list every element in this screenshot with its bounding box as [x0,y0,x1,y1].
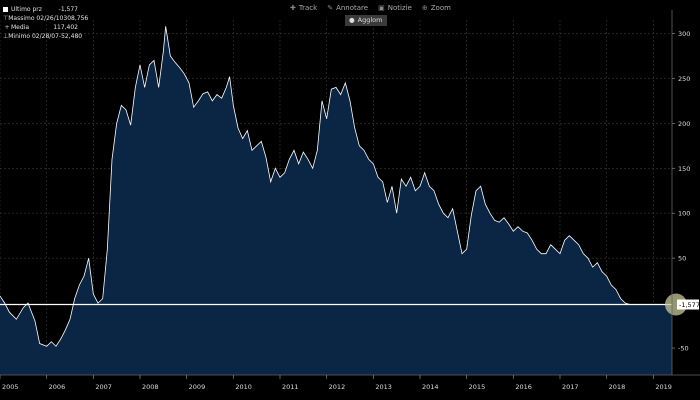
legend-value-minimum: -52,480 [58,33,83,40]
x-tick-label: 2006 [49,383,66,391]
chart-toolbar: ✚ Track ✎ Annotare ▣ Notizie ⊕ Zoom [290,2,451,14]
x-tick-label: 2009 [189,383,206,391]
news-icon: ▣ [378,4,385,12]
x-tick-label: 2005 [2,383,19,391]
crosshair-icon: ✚ [290,4,296,12]
y-tick-label: 50 [678,255,686,263]
series-line [0,26,672,347]
y-tick-label: 200 [678,120,690,128]
legend-value-last-price: -1,577 [58,6,78,13]
legend-value-maximum: 308,756 [63,15,89,22]
x-tick-label: 2017 [562,383,579,391]
annotation-label: Agglom [357,16,383,24]
maximum-icon: ⊤ [3,15,9,22]
annotation-button[interactable]: ● Agglom [345,15,387,26]
x-tick-label: 2007 [95,383,112,391]
annotate-button[interactable]: ✎ Annotare [327,2,368,14]
x-tick-label: 2016 [515,383,532,391]
legend-panel: Ultimo prz -1,577 ⊤ Massimo 02/26/10 308… [3,5,88,41]
last-price-label: -1,577 [679,301,700,309]
legend-item-last-price[interactable]: Ultimo prz -1,577 [3,5,78,14]
pencil-icon: ✎ [327,4,334,12]
legend-item-maximum: ⊤ Massimo 02/26/10 308,756 [3,14,88,23]
y-tick-label: 300 [678,30,690,38]
average-icon: + [4,24,10,31]
last-price-swatch [3,7,8,12]
series-area [0,26,672,376]
legend-item-average: + Media 117,402 [3,23,78,32]
x-tick-label: 2014 [422,383,439,391]
minimum-icon: ⊥ [3,33,9,40]
x-tick-label: 2012 [329,383,346,391]
annotate-label: Annotare [336,4,369,12]
zoom-button[interactable]: ⊕ Zoom [422,2,451,14]
x-tick-label: 2008 [142,383,159,391]
legend-value-average: 117,402 [53,24,78,31]
x-tick-label: 2019 [655,383,672,391]
legend-label-maximum: Massimo 02/26/10 [8,15,64,22]
track-button[interactable]: ✚ Track [290,2,317,14]
news-button[interactable]: ▣ Notizie [378,2,412,14]
y-tick-label: 250 [678,75,690,83]
legend-item-minimum: ⊥ Minimo 02/28/07 -52,480 [3,32,82,41]
legend-label-minimum: Minimo 02/28/07 [8,33,59,40]
last-price-label-box [677,299,699,310]
x-tick-label: 2018 [609,383,626,391]
x-tick-label: 2011 [282,383,299,391]
y-tick-label: 100 [678,210,690,218]
last-price-marker [665,293,687,316]
x-tick-label: 2010 [235,383,252,391]
y-tick-label: 150 [678,165,690,173]
x-tick-label: 2015 [469,383,486,391]
news-label: Notizie [387,4,412,12]
legend-label-last-price: Ultimo prz [11,6,42,13]
y-tick-label: -50 [678,345,689,353]
zoom-icon: ⊕ [421,4,428,12]
x-tick-label: 2013 [375,383,392,391]
annotation-icon: ● [349,16,355,24]
legend-label-average: Media [11,24,30,31]
zoom-label: Zoom [430,4,451,12]
track-label: Track [298,4,318,12]
